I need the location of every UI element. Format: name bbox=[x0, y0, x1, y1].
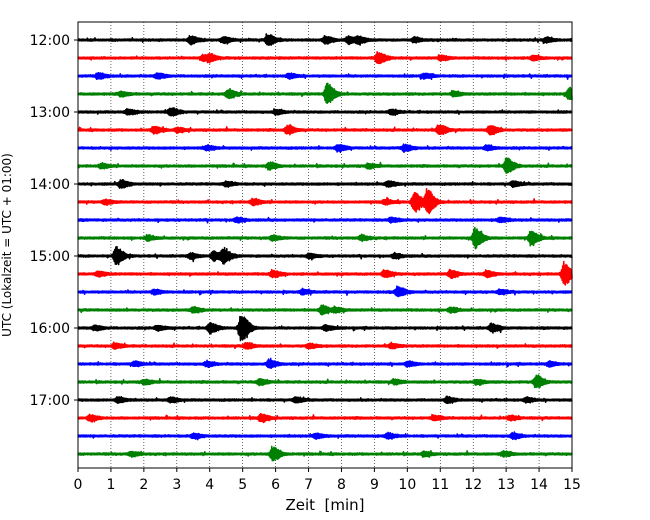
trace-1715 bbox=[77, 412, 573, 424]
trace-1330 bbox=[77, 143, 573, 154]
trace-1200 bbox=[77, 33, 573, 46]
x-tick-label: 3 bbox=[172, 477, 181, 493]
trace-1445 bbox=[77, 226, 573, 250]
x-tick-label: 6 bbox=[271, 477, 280, 493]
trace-1245 bbox=[77, 82, 573, 105]
x-tick-label: 11 bbox=[431, 477, 449, 493]
trace-1630 bbox=[77, 357, 573, 369]
trace-1545 bbox=[77, 304, 573, 316]
trace-1600 bbox=[77, 315, 573, 342]
trace-1700 bbox=[77, 395, 573, 405]
trace-1515 bbox=[77, 260, 573, 286]
trace-1430 bbox=[77, 216, 573, 224]
x-tick-label: 7 bbox=[304, 477, 313, 493]
x-tick-label: 4 bbox=[205, 477, 214, 493]
y-tick-label: 16:00 bbox=[30, 321, 70, 337]
x-tick-label: 13 bbox=[497, 477, 515, 493]
x-tick-label: 5 bbox=[238, 477, 247, 493]
y-axis-label: UTC (Lokalzeit = UTC + 01:00) bbox=[0, 153, 14, 337]
traces bbox=[77, 33, 573, 462]
trace-1645 bbox=[77, 374, 573, 389]
trace-1300 bbox=[77, 107, 573, 117]
x-tick-label: 15 bbox=[563, 477, 581, 493]
x-tick-label: 9 bbox=[370, 477, 379, 493]
trace-1745 bbox=[77, 445, 573, 462]
y-tick-label: 17:00 bbox=[30, 393, 70, 409]
trace-1230 bbox=[77, 71, 573, 81]
y-tick-label: 15:00 bbox=[30, 249, 70, 265]
x-tick-label: 14 bbox=[530, 477, 548, 493]
trace-1500 bbox=[77, 245, 573, 266]
x-tick-label: 12 bbox=[464, 477, 482, 493]
trace-1730 bbox=[77, 431, 573, 441]
x-tick-label: 1 bbox=[106, 477, 115, 493]
trace-1530 bbox=[77, 285, 573, 298]
x-axis-ticks: 0 1 2 3 4 5 6 7 8 9 10 11 12 13 14 15 bbox=[74, 468, 581, 493]
x-tick-label: 10 bbox=[398, 477, 416, 493]
plot-frame bbox=[77, 21, 573, 469]
trace-1215 bbox=[77, 50, 573, 65]
trace-1345 bbox=[77, 157, 573, 174]
grid bbox=[110, 22, 540, 468]
y-axis-ticks: 12:00 13:00 14:00 15:00 16:00 17:00 bbox=[30, 33, 78, 409]
x-tick-label: 0 bbox=[74, 477, 83, 493]
trace-1315 bbox=[77, 124, 573, 136]
trace-1400 bbox=[77, 179, 573, 189]
x-axis-label: Zeit [min] bbox=[285, 496, 364, 514]
y-tick-label: 13:00 bbox=[30, 105, 70, 121]
x-tick-label: 2 bbox=[139, 477, 148, 493]
y-tick-label: 12:00 bbox=[30, 33, 70, 49]
x-tick-label: 8 bbox=[337, 477, 346, 493]
trace-1415 bbox=[77, 188, 573, 215]
trace-1615 bbox=[77, 341, 573, 350]
y-tick-label: 14:00 bbox=[30, 177, 70, 193]
